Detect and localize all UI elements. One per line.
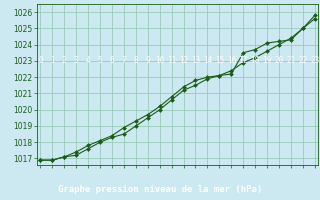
Text: 21: 21 <box>286 56 296 65</box>
Text: 11: 11 <box>167 56 176 65</box>
Text: 12: 12 <box>179 56 188 65</box>
Text: 17: 17 <box>239 56 248 65</box>
Text: 8: 8 <box>133 56 138 65</box>
Text: 6: 6 <box>110 56 114 65</box>
Text: 22: 22 <box>298 56 308 65</box>
Text: 9: 9 <box>146 56 150 65</box>
Text: 23: 23 <box>310 56 319 65</box>
Text: 16: 16 <box>227 56 236 65</box>
Text: 5: 5 <box>98 56 102 65</box>
Text: 2: 2 <box>62 56 67 65</box>
Text: 18: 18 <box>251 56 260 65</box>
Text: 1: 1 <box>50 56 55 65</box>
Text: 10: 10 <box>155 56 164 65</box>
Text: 13: 13 <box>191 56 200 65</box>
Text: 14: 14 <box>203 56 212 65</box>
Text: 4: 4 <box>86 56 91 65</box>
Text: 7: 7 <box>122 56 126 65</box>
Text: 19: 19 <box>262 56 272 65</box>
Text: Graphe pression niveau de la mer (hPa): Graphe pression niveau de la mer (hPa) <box>58 185 262 194</box>
Text: 20: 20 <box>274 56 284 65</box>
Text: 3: 3 <box>74 56 78 65</box>
Text: 15: 15 <box>215 56 224 65</box>
Text: 0: 0 <box>38 56 43 65</box>
